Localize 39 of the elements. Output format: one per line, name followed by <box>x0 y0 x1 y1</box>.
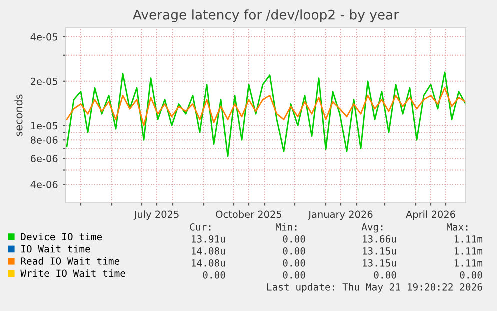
text: Min: <box>276 223 297 231</box>
text: 13.15u <box>363 247 396 255</box>
text: 14.08u <box>192 259 226 267</box>
text: 1.11m <box>454 236 483 243</box>
y-tick-label: 4e-06 <box>30 181 58 188</box>
text: Last update: Thu May 21 19:20:22 2026 <box>267 283 482 293</box>
legend-label: Device IO time <box>21 233 102 241</box>
chart-title: Average latency for /dev/loop2 - by year <box>133 10 400 22</box>
y-tick-label: 6e-06 <box>30 155 58 162</box>
text: 0.00 <box>283 235 306 243</box>
text: 14.08u <box>192 247 226 255</box>
y-tick-label: 2e-05 <box>31 78 58 86</box>
x-tick-label: October 2025 <box>216 210 282 218</box>
x-tick-label: April 2026 <box>406 210 456 220</box>
text: 13.91u <box>192 235 226 243</box>
text: 0.00 <box>374 271 396 279</box>
y-tick-label: 1e-05 <box>31 122 58 130</box>
text: 0.00 <box>283 259 306 267</box>
line-series <box>66 87 466 127</box>
text: 13.66u <box>363 235 396 243</box>
x-tick-label: July 2025 <box>134 210 179 220</box>
y-tick-label: 4e-05 <box>30 33 58 41</box>
text: Cur: <box>190 223 211 231</box>
y-axis-title: seconds <box>14 94 23 136</box>
y-tick-label: 8e-06 <box>30 136 58 144</box>
legend-label: Read IO Wait time <box>21 257 120 265</box>
text: 0.00 <box>203 271 226 279</box>
text: 1.11m <box>454 248 483 255</box>
text: 0.00 <box>283 271 306 279</box>
text: 0.00 <box>283 247 306 255</box>
text: 0.00 <box>460 271 482 279</box>
x-tick-label: January 2026 <box>308 210 373 220</box>
text: Avg: <box>362 224 383 233</box>
line-series <box>66 72 466 158</box>
legend-label: IO Wait time <box>22 245 90 253</box>
text: Max: <box>446 224 468 231</box>
text: 13.15u <box>363 259 396 267</box>
text: 1.11m <box>454 260 483 267</box>
legend-label: Write IO Wait time <box>20 270 126 278</box>
